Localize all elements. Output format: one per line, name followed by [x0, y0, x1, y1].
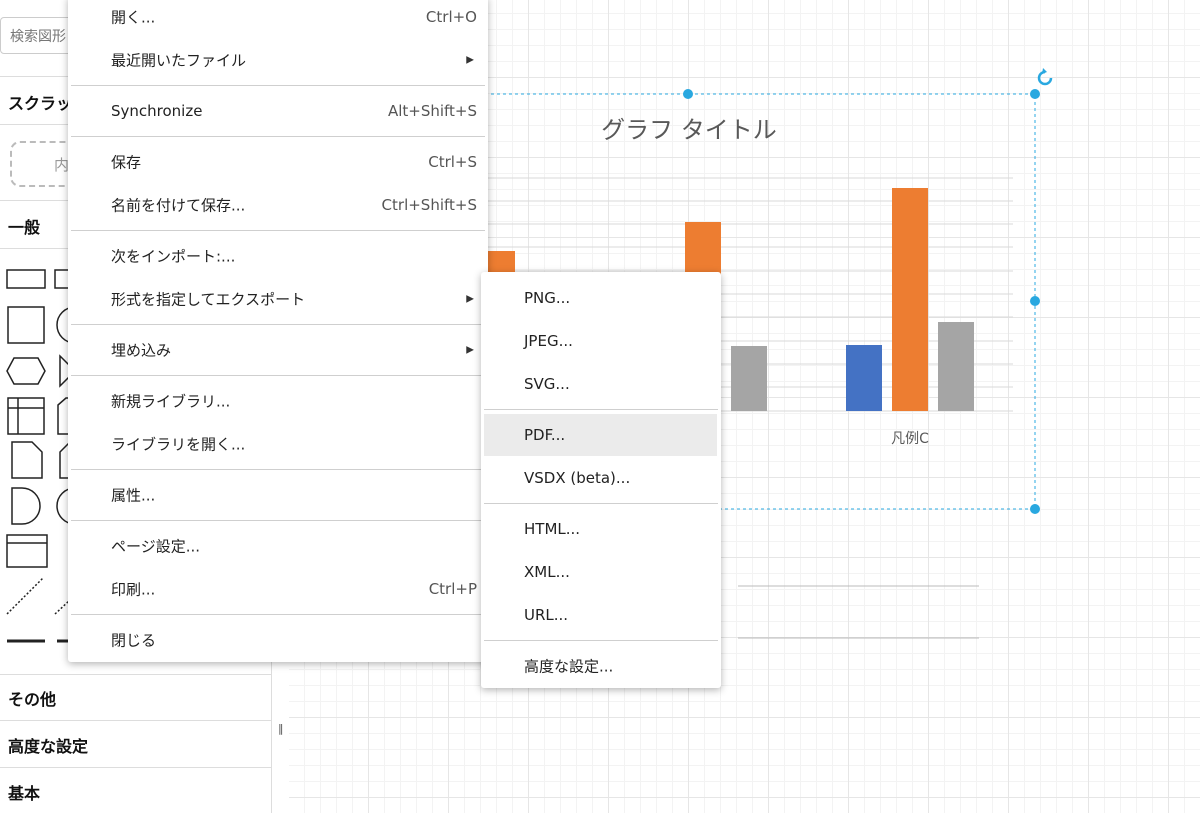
submenu-arrow: ▶ — [466, 54, 474, 66]
resize-handle[interactable]: ‖ — [278, 722, 284, 735]
menu-item[interactable]: 閉じる — [68, 619, 488, 661]
separator — [71, 85, 485, 86]
menu-item-label: PDF... — [524, 426, 566, 444]
shape-palette[interactable] — [0, 260, 80, 660]
separator — [71, 136, 485, 137]
menu-item[interactable]: PDF... — [484, 414, 717, 456]
menu-item[interactable]: 次をインポート:... — [68, 235, 488, 277]
scratch-hint: 内 — [54, 156, 70, 174]
shortcut: Ctrl+O — [425, 8, 477, 26]
menu-item[interactable]: HTML... — [481, 508, 721, 550]
menu-item-label: JPEG... — [524, 332, 573, 350]
menu-item-label: 閉じる — [111, 631, 157, 650]
menu-item[interactable]: 埋め込み ▶ — [68, 329, 488, 371]
menu-item-label: Synchronize — [111, 102, 203, 120]
menu-item[interactable]: ページ設定... — [68, 525, 488, 567]
section-title[interactable]: 一般 — [8, 218, 41, 237]
menu-item-label: XML... — [524, 563, 570, 581]
menu-item-label: 形式を指定してエクスポート — [111, 290, 306, 309]
menu-item[interactable]: JPEG... — [481, 320, 721, 362]
menu-item[interactable]: 開く... Ctrl+O — [68, 0, 488, 38]
shortcut: Ctrl+Shift+S — [381, 196, 477, 214]
chart-title: グラフ タイトル — [601, 116, 777, 144]
separator — [71, 230, 485, 231]
shortcut: Ctrl+P — [428, 580, 477, 598]
section-title[interactable]: 基本 — [8, 784, 41, 803]
menu-item[interactable]: VSDX (beta)... — [481, 457, 721, 499]
menu-item[interactable]: 新規ライブラリ... — [68, 380, 488, 422]
menu-item[interactable]: 高度な設定... — [481, 645, 721, 687]
menu-item[interactable]: SVG... — [481, 363, 721, 405]
menu-item[interactable]: PNG... — [481, 277, 721, 319]
menu-item-label: 最近開いたファイル — [111, 51, 247, 70]
menu-item-label: 印刷... — [111, 580, 156, 599]
menu-item-label: PNG... — [524, 289, 571, 307]
category-label: 凡例C — [891, 431, 929, 447]
menu-item[interactable]: 保存 Ctrl+S — [68, 141, 488, 183]
separator — [71, 520, 485, 521]
menu-item[interactable]: XML... — [481, 551, 721, 593]
menu-item-label: 次をインポート:... — [111, 247, 236, 266]
menu-item-label: 名前を付けて保存... — [111, 196, 246, 215]
file-menu: 開く... Ctrl+O 最近開いたファイル ▶ Synchronize Alt+Shif… — [68, 0, 488, 662]
menu-item[interactable]: 最近開いたファイル ▶ — [68, 39, 488, 81]
export-submenu: PNG... JPEG... SVG... PDF... VSDX (beta)... H… — [481, 272, 721, 688]
separator — [71, 614, 485, 615]
menu-item-label: ライブラリを開く... — [111, 435, 246, 454]
section-title[interactable]: 高度な設定 — [8, 737, 89, 756]
menu-item[interactable]: 名前を付けて保存... Ctrl+Shift+S — [68, 184, 488, 226]
menu-item-label: URL... — [524, 606, 569, 624]
separator — [71, 469, 485, 470]
separator — [484, 409, 718, 410]
shortcut: Ctrl+S — [428, 153, 477, 171]
menu-item-label: 新規ライブラリ... — [111, 392, 231, 411]
submenu-arrow: ▶ — [466, 293, 474, 305]
menu-item-label: 高度な設定... — [524, 657, 614, 676]
menu-item[interactable]: Synchronize Alt+Shift+S — [68, 90, 488, 132]
separator — [71, 324, 485, 325]
menu-item-label: VSDX (beta)... — [524, 469, 631, 487]
search-placeholder: 検索図形 — [10, 29, 66, 45]
menu-item-label: 開く... — [111, 8, 156, 27]
menu-item[interactable]: 属性... — [68, 474, 488, 516]
menu-item[interactable]: URL... — [481, 594, 721, 636]
menu-item[interactable]: 印刷... Ctrl+P — [68, 568, 488, 610]
menu-item[interactable]: 形式を指定してエクスポート ▶ — [68, 278, 488, 320]
menu-item-label: 保存 — [111, 153, 142, 172]
separator — [484, 640, 718, 641]
submenu-arrow: ▶ — [466, 344, 474, 356]
separator — [484, 503, 718, 504]
menu-item-label: 埋め込み — [111, 341, 172, 360]
menu-item-label: 属性... — [111, 486, 156, 505]
section-title[interactable]: その他 — [8, 690, 57, 709]
menu-item-label: HTML... — [524, 520, 581, 538]
shortcut: Alt+Shift+S — [387, 102, 477, 120]
menu-item-label: SVG... — [524, 375, 570, 393]
separator — [71, 375, 485, 376]
menu-item[interactable]: ライブラリを開く... — [68, 423, 488, 465]
menu-item-label: ページ設定... — [111, 537, 201, 556]
